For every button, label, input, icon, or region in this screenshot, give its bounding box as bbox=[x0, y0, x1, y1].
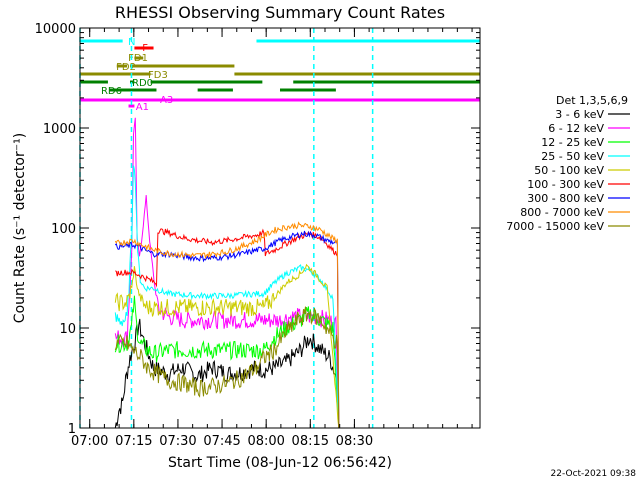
series-line bbox=[115, 227, 340, 429]
flag-bar-label: N bbox=[128, 37, 135, 48]
flag-bar-label: FD1 bbox=[128, 53, 148, 64]
x-tick-label: 07:30 bbox=[159, 434, 196, 449]
y-tick-label: 10000 bbox=[35, 22, 76, 37]
legend-entry-label: 50 - 100 keV bbox=[534, 164, 604, 177]
legend-entry-label: 25 - 50 keV bbox=[541, 150, 604, 163]
x-axis-label: Start Time (08-Jun-12 06:56:42) bbox=[168, 455, 392, 471]
x-tick-label: 07:00 bbox=[71, 434, 108, 449]
series-line bbox=[114, 306, 340, 429]
flag-bar-label: FD2 bbox=[116, 62, 136, 73]
series-line bbox=[114, 221, 340, 429]
x-tick-label: 07:45 bbox=[203, 434, 240, 449]
y-axis-label: Count Rate (s⁻¹ detector⁻¹) bbox=[12, 133, 28, 323]
flag-bar-label: F bbox=[142, 43, 148, 54]
y-tick-label: 1 bbox=[68, 422, 76, 437]
legend-entry-label: 12 - 25 keV bbox=[541, 136, 604, 149]
flag-bar-label: RD0 bbox=[132, 78, 153, 89]
y-axis: 1 10 100 1000 10000 bbox=[35, 22, 480, 437]
flag-bar-label: FD3 bbox=[148, 70, 168, 81]
footer-date: 22-Oct-2021 09:38 bbox=[551, 469, 637, 479]
series-line bbox=[114, 295, 340, 429]
series-line bbox=[114, 263, 340, 429]
y-tick-label: 1000 bbox=[43, 122, 76, 137]
series-line bbox=[114, 230, 340, 429]
saa-lines bbox=[79, 28, 374, 428]
x-tick-label: 08:30 bbox=[336, 434, 373, 449]
series-line bbox=[114, 318, 340, 429]
x-axis: 07:00 07:15 07:30 07:45 08:00 08:15 08:30 bbox=[71, 28, 473, 449]
flag-bar-label: A1 bbox=[136, 102, 149, 113]
x-tick-label: 08:00 bbox=[247, 434, 284, 449]
x-tick-label: 07:15 bbox=[115, 434, 152, 449]
legend-entry-label: 7000 - 15000 keV bbox=[506, 220, 604, 233]
x-tick-label: 08:15 bbox=[292, 434, 329, 449]
y-tick-label: 100 bbox=[51, 222, 76, 237]
flag-bar-label: A3 bbox=[160, 95, 173, 106]
chart-title: RHESSI Observing Summary Count Rates bbox=[115, 3, 445, 22]
series-lines bbox=[114, 117, 340, 429]
flag-bar-label: RD6 bbox=[101, 86, 122, 97]
legend-title: Det 1,3,5,6,9 bbox=[556, 94, 628, 107]
y-tick-label: 10 bbox=[59, 322, 76, 337]
legend-entry-label: 6 - 12 keV bbox=[548, 122, 604, 135]
legend-entry-label: 300 - 800 keV bbox=[527, 192, 604, 205]
legend-entry-label: 3 - 6 keV bbox=[555, 108, 604, 121]
legend-entry-label: 800 - 7000 keV bbox=[520, 206, 604, 219]
legend-entry-label: 100 - 300 keV bbox=[527, 178, 604, 191]
series-line bbox=[114, 165, 340, 429]
